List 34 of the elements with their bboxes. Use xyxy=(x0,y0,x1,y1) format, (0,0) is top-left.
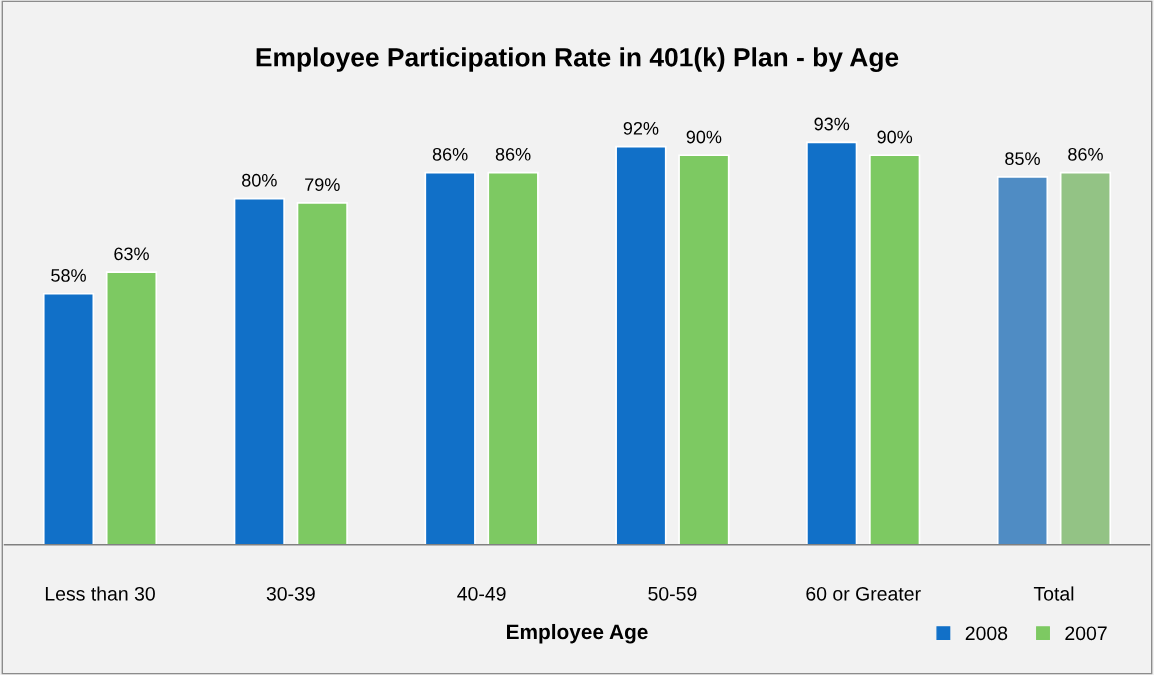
data-label: 86% xyxy=(1068,147,1103,161)
legend-label: 2007 xyxy=(1065,626,1107,641)
legend-label: 2008 xyxy=(965,626,1008,641)
x-tick-label: 30-39 xyxy=(266,586,315,601)
data-label: 93% xyxy=(814,117,850,131)
bar xyxy=(233,197,285,545)
data-label: 92% xyxy=(623,121,659,135)
x-tick-label: Total xyxy=(1033,586,1074,601)
data-label: 63% xyxy=(114,247,149,261)
x-tick-label: 50-59 xyxy=(648,586,697,601)
data-label: 85% xyxy=(1005,152,1040,166)
x-tick-label: 60 or Greater xyxy=(806,586,921,601)
data-label: 86% xyxy=(432,147,468,161)
x-axis-title: Employee Age xyxy=(507,623,648,644)
x-tick-label: 40-49 xyxy=(457,586,506,601)
bar xyxy=(42,292,95,545)
bar xyxy=(806,141,858,545)
bar xyxy=(487,171,539,545)
bar xyxy=(615,145,667,545)
data-label: 90% xyxy=(877,130,913,144)
data-label: 80% xyxy=(242,173,277,187)
bar xyxy=(869,154,921,545)
bar xyxy=(678,154,730,545)
data-label: 79% xyxy=(305,178,340,191)
data-label: 86% xyxy=(495,147,531,161)
x-tick-label: Less than 30 xyxy=(45,586,155,601)
bar xyxy=(996,176,1049,545)
bar xyxy=(296,202,348,545)
chart-title: Employee Participation Rate in 401(k) Plan - by Age xyxy=(256,47,899,72)
data-label: 90% xyxy=(686,130,722,144)
data-label: 58% xyxy=(51,269,86,282)
bar xyxy=(424,171,476,545)
bar xyxy=(105,271,158,545)
bar xyxy=(1059,171,1112,545)
